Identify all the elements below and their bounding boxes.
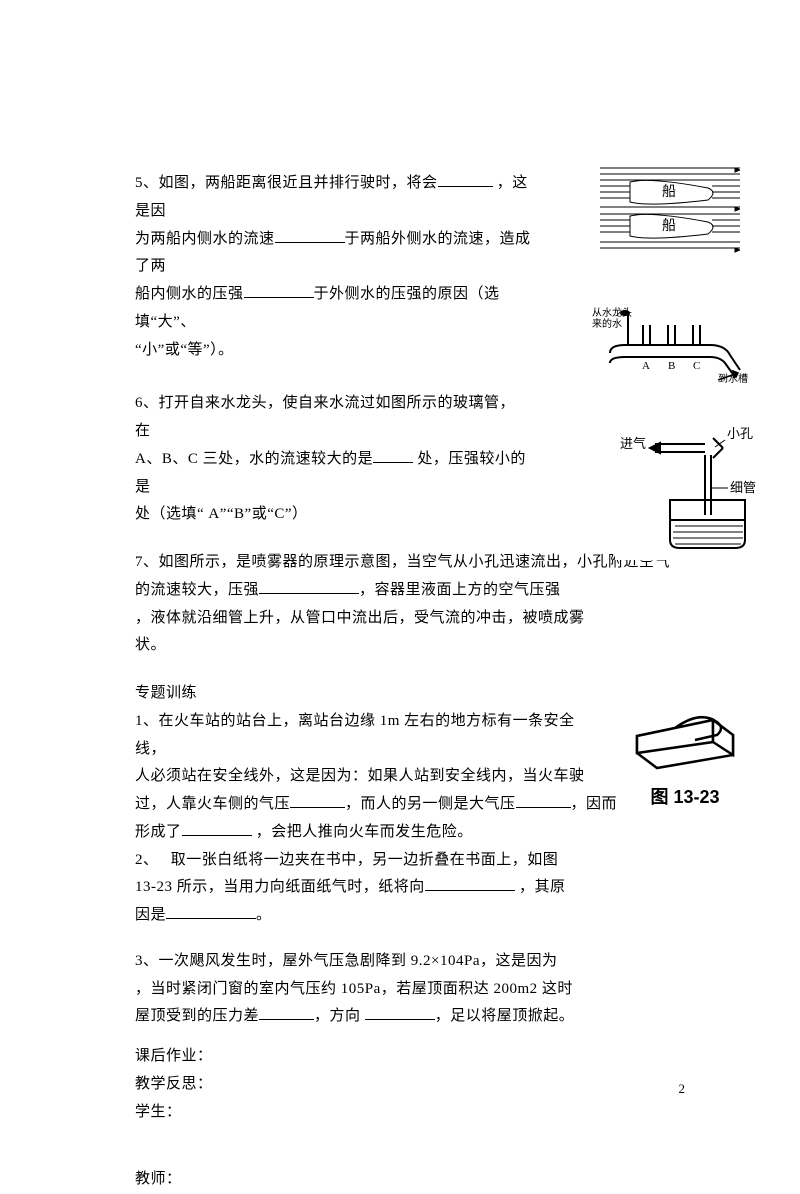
q6-line3: 处（选填“ A”“B”或“C”） [135, 501, 690, 529]
zt1-l4: 形成了 ，会把人推向火车而发生危险。 [135, 819, 690, 847]
q5-line2: 为两船内侧水的流速于两船外侧水的流速，造成了两 [135, 226, 535, 282]
zt2-l1t: 取一张白纸将一边夹在书中，另一边折叠在书面上，如图 [151, 852, 558, 868]
svg-text:细管: 细管 [730, 480, 756, 495]
zt1-l4b: ，会把人推向火车而发生危险。 [252, 824, 473, 840]
figure-pipe: 从水龙头 来的水 A B C 到水槽 [590, 305, 755, 383]
zt3-l3: 屋顶受到的压力差 ，方向 ，足以将屋顶掀起。 [135, 1003, 595, 1031]
zt2-l3: 因是 。 [135, 902, 690, 930]
q7-l2a: 的流速较大，压强 [135, 582, 259, 598]
svg-text:小孔: 小孔 [727, 426, 753, 441]
zt2-l1: 2、 取一张白纸将一边夹在书中，另一边折叠在书面上，如图 [135, 847, 585, 875]
question-6: 6、打开自来水龙头，使自来水流过如图所示的玻璃管，在 A、B、C 三处，水的流速… [135, 390, 690, 529]
svg-text:B: B [668, 360, 675, 372]
blank [182, 821, 252, 836]
q5-line3: 船内侧水的压强于外侧水的压强的原因（选填“大”、 [135, 281, 535, 337]
q7-l2b: ，容器里液面上方的空气压强 [359, 582, 561, 598]
q5-num: 5、 [135, 175, 159, 191]
svg-text:船: 船 [662, 218, 676, 234]
q6-line2: A、B、C 三处，水的流速较大的是 处，压强较小的是 [135, 446, 530, 502]
zt-q3: 3、一次飓风发生时，屋外气压急剧降到 9.2×104Pa，这是因为 ，当时紧闭门… [135, 948, 690, 1031]
blank [259, 579, 359, 594]
page-number: 2 [679, 1077, 686, 1101]
zt1-l3: 过，人靠火车侧的气压 ，而人的另一侧是大气压 ，因而 [135, 791, 695, 819]
figure-sprayer: 进气 小孔 细管 [615, 420, 760, 560]
after-section: 课后作业： 教学反思： 学生： 教师： [135, 1043, 690, 1194]
zt1-l2: 人必须站在安全线外，这是因为：如果人站到安全线内，当火车驶 [135, 763, 585, 791]
blank [516, 793, 571, 808]
zt3-num: 3、 [135, 953, 159, 969]
svg-text:C: C [693, 360, 700, 372]
zt2-num: 2、 [135, 852, 151, 868]
q7-line3: ，液体就沿细管上升，从管口中流出后，受气流的冲击，被喷成雾 [135, 605, 625, 633]
zt1-l4a: 形成了 [135, 824, 182, 840]
zt-title: 专题训练 [135, 680, 690, 708]
zt2-l2a: 13-23 所示，当用力向纸面纸气时，纸将向 [135, 879, 425, 895]
homework: 课后作业： [135, 1043, 690, 1071]
q7-line4: 状。 [135, 632, 690, 660]
svg-text:来的水: 来的水 [592, 317, 622, 330]
q6-l1: 打开自来水龙头，使自来水流过如图所示的玻璃管，在 [135, 395, 515, 439]
blank [259, 1005, 314, 1020]
zt1-num: 1、 [135, 713, 159, 729]
blank [290, 793, 345, 808]
zt1-l3b: ，而人的另一侧是大气压 [345, 796, 516, 812]
blank [365, 1005, 435, 1020]
svg-text:船: 船 [662, 184, 676, 200]
blank [438, 172, 493, 187]
blank [166, 904, 256, 919]
svg-text:A: A [642, 360, 650, 372]
zt3-l3c: ，足以将屋顶掀起。 [435, 1008, 575, 1024]
q5-line1: 5、如图，两船距离很近且并排行驶时，将会 ，这是因 [135, 170, 535, 226]
blank [244, 283, 314, 298]
zt3-l1: 3、一次飓风发生时，屋外气压急剧降到 9.2×104Pa，这是因为 [135, 948, 585, 976]
q6-num: 6、 [135, 395, 159, 411]
zt1-l3a: 过，人靠火车侧的气压 [135, 796, 290, 812]
student: 学生： [135, 1099, 690, 1127]
zt2-l3a: 因是 [135, 907, 166, 923]
figure-boats: 船 船 [600, 162, 740, 257]
svg-text:进气: 进气 [620, 436, 646, 451]
blank [373, 448, 413, 463]
zt2-l2: 13-23 所示，当用力向纸面纸气时，纸将向 ，其原 [135, 874, 585, 902]
reflection: 教学反思： [135, 1071, 690, 1099]
q6-line1: 6、打开自来水龙头，使自来水流过如图所示的玻璃管，在 [135, 390, 530, 446]
q7-line1: 7、如图所示，是喷雾器的原理示意图，当空气从小孔迅速流出，小孔附近空气 [135, 549, 675, 577]
fig-13-23-label: 图 13-23 [625, 781, 745, 814]
zt2-l3b: 。 [256, 907, 272, 923]
q7-l1: 如图所示，是喷雾器的原理示意图，当空气从小孔迅速流出，小孔附近空气 [159, 554, 671, 570]
q5-l2a: 为两船内侧水的流速 [135, 231, 275, 247]
zt1-l1: 1、在火车站的站台上，离站台边缘 1m 左右的地方标有一条安全线， [135, 708, 585, 764]
zt3-l2: ，当时紧闭门窗的室内气压约 105Pa，若屋顶面积达 200m2 这时 [135, 976, 585, 1004]
special-training: 专题训练 1、在火车站的站台上，离站台边缘 1m 左右的地方标有一条安全线， 人… [135, 680, 690, 930]
zt2-l2b: ，其原 [515, 879, 566, 895]
question-7: 7、如图所示，是喷雾器的原理示意图，当空气从小孔迅速流出，小孔附近空气 的流速较… [135, 549, 690, 660]
q5-l1a: 如图，两船距离很近且并排行驶时，将会 [159, 175, 438, 191]
zt1-l1t: 在火车站的站台上，离站台边缘 1m 左右的地方标有一条安全线， [135, 713, 575, 757]
q5-l3a: 船内侧水的压强 [135, 286, 244, 302]
q6-l2a: A、B、C 三处，水的流速较大的是 [135, 451, 373, 467]
zt1-l3c: ，因而 [571, 796, 618, 812]
svg-text:到水槽: 到水槽 [718, 372, 748, 383]
q7-line2: 的流速较大，压强 ，容器里液面上方的空气压强 [135, 577, 625, 605]
zt3-l3a: 屋顶受到的压力差 [135, 1008, 259, 1024]
zt3-l3b: ，方向 [314, 1008, 365, 1024]
blank [425, 876, 515, 891]
blank [275, 228, 345, 243]
teacher: 教师： [135, 1166, 690, 1194]
figure-13-23: 图 13-23 [625, 700, 745, 810]
zt3-l1t: 一次飓风发生时，屋外气压急剧降到 9.2×104Pa，这是因为 [159, 953, 558, 969]
q7-num: 7、 [135, 554, 159, 570]
